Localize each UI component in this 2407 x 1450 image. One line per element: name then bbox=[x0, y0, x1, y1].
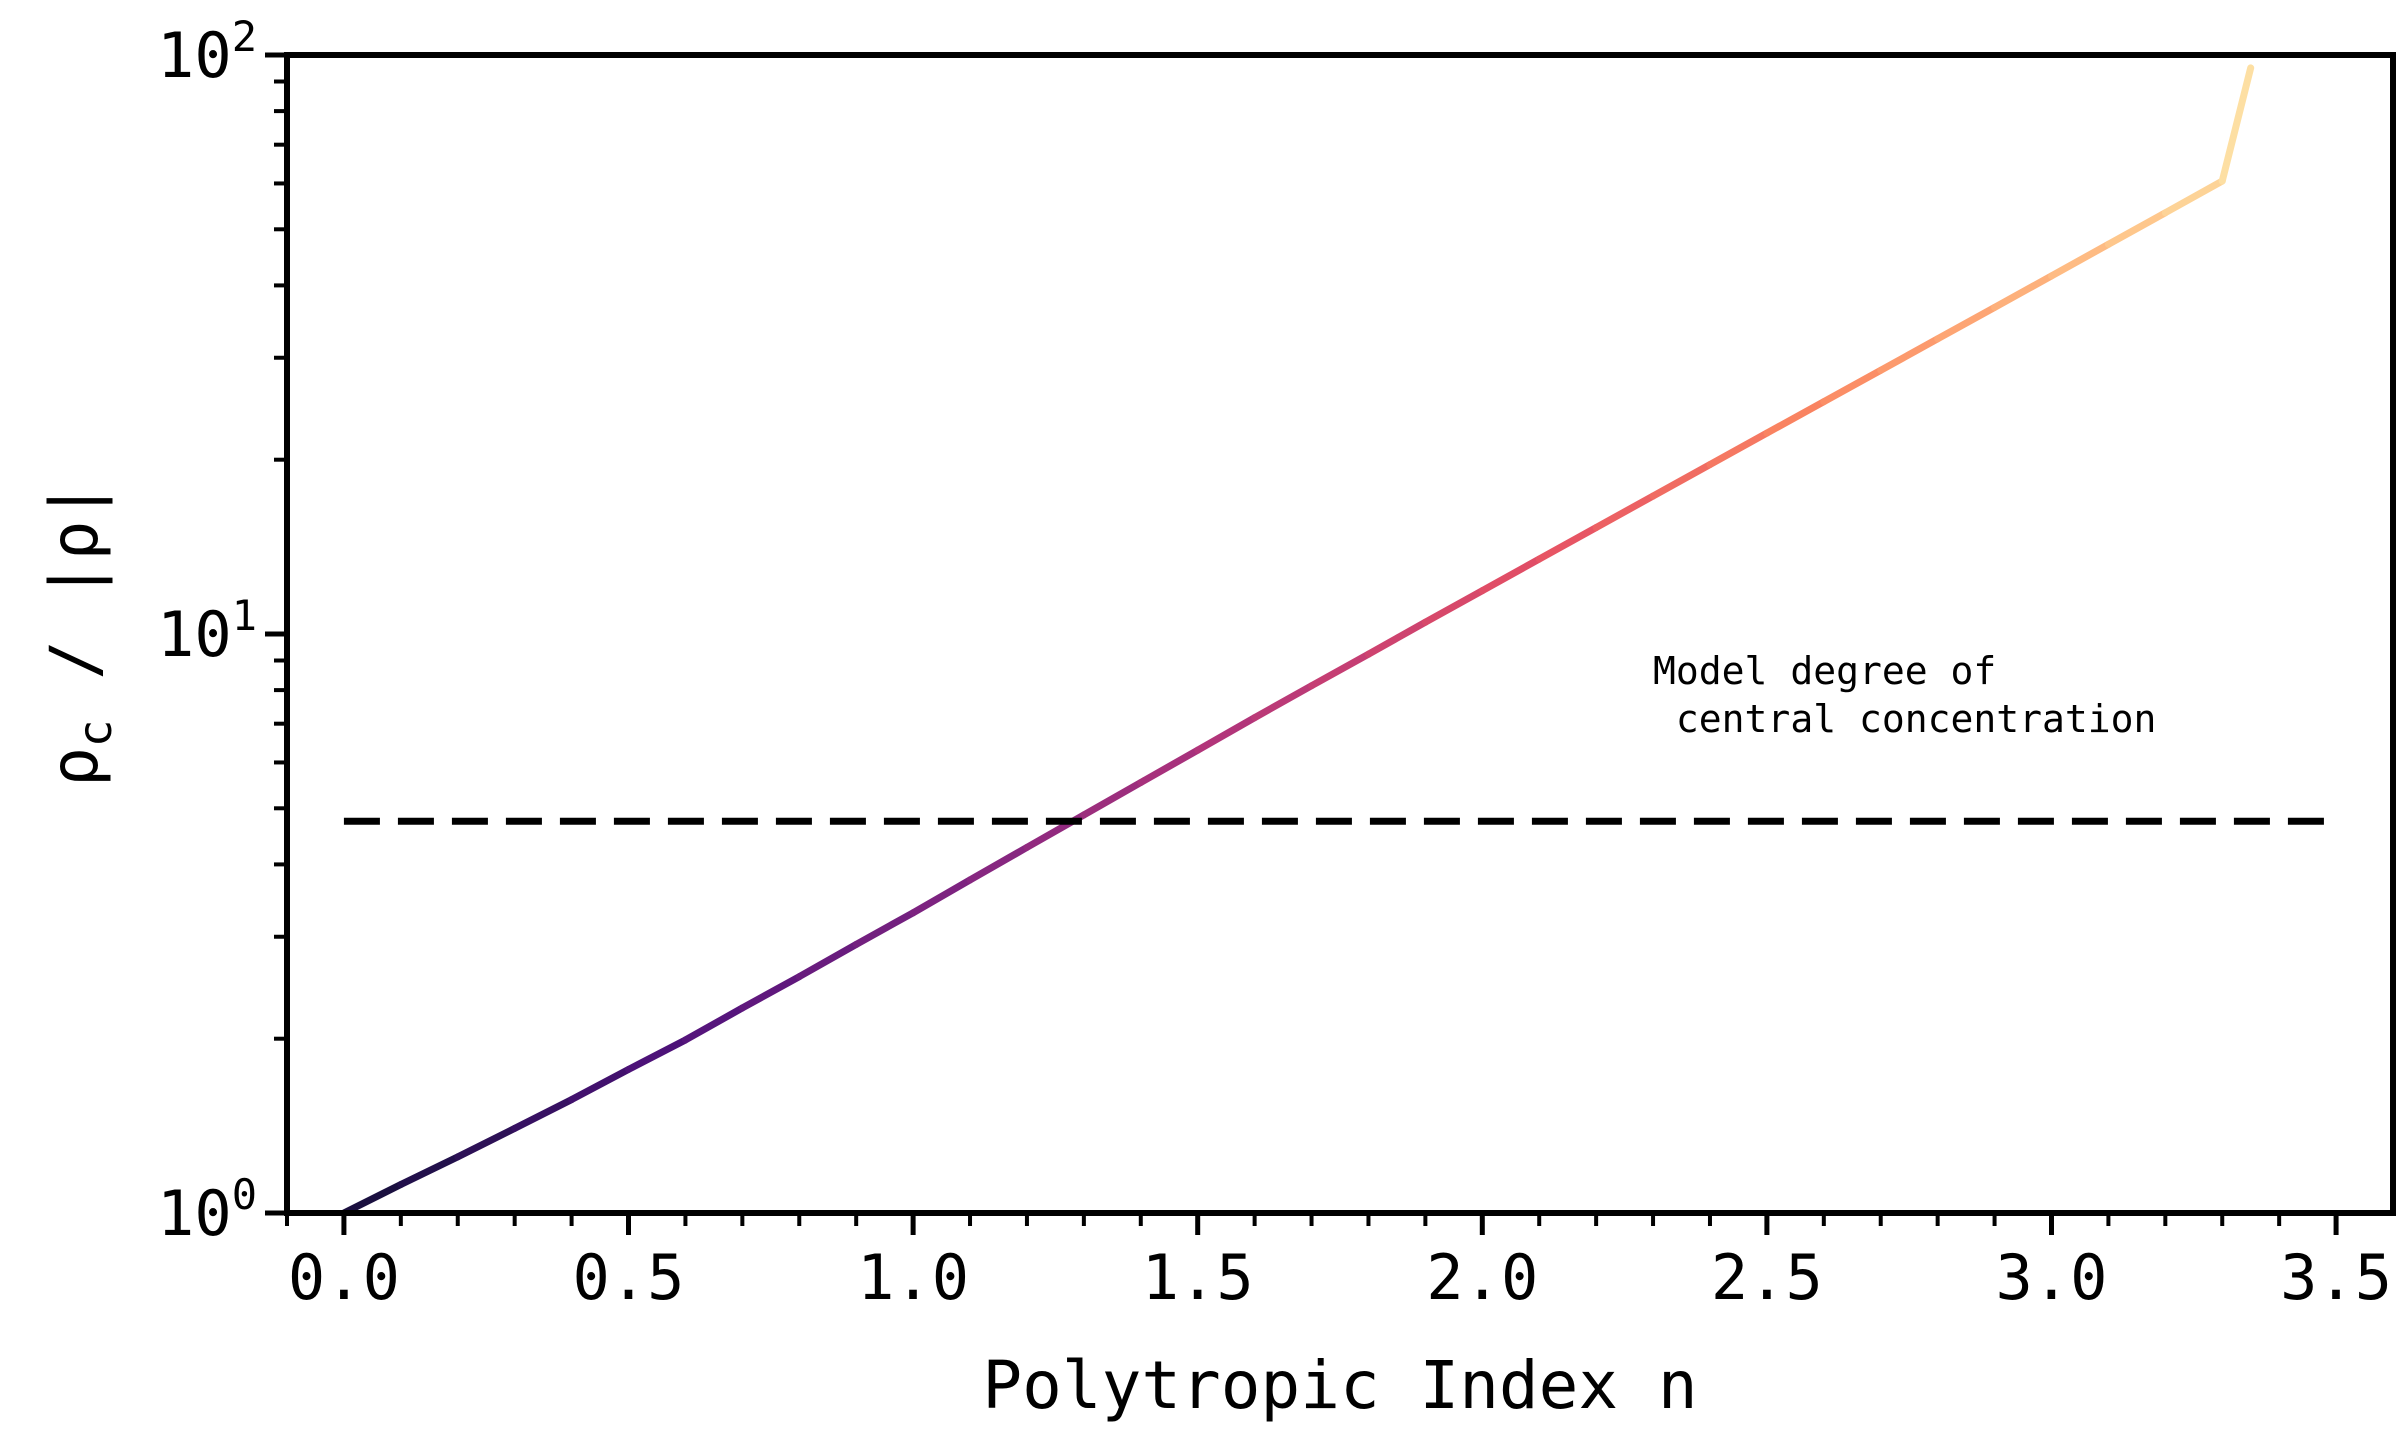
y-axis-label-subscript: c bbox=[68, 719, 122, 747]
x-tick-label: 1.0 bbox=[857, 1241, 969, 1314]
curve-segment bbox=[795, 940, 860, 981]
curve-segment bbox=[852, 909, 917, 948]
curve-segment bbox=[2161, 177, 2226, 217]
y-axis-label-rest: / |ρ| bbox=[36, 481, 113, 719]
curve-segment bbox=[1877, 335, 1942, 374]
curve-segment bbox=[1421, 587, 1486, 626]
annotation-line-2: central concentration bbox=[1653, 697, 2156, 741]
annotation-line-1: Model degree of bbox=[1653, 649, 1996, 693]
curve-segment bbox=[1535, 524, 1600, 563]
plot-frame bbox=[284, 52, 2396, 1216]
y-tick-label: 101 bbox=[157, 591, 257, 671]
x-tick-label: 2.5 bbox=[1711, 1241, 1823, 1314]
curve-segment bbox=[2047, 240, 2112, 280]
curve-segment bbox=[1478, 555, 1543, 595]
curve-segment bbox=[1820, 366, 1885, 406]
y-tick-label: 100 bbox=[157, 1170, 257, 1250]
curve-segment bbox=[511, 1096, 576, 1132]
curve-segment bbox=[1649, 461, 1714, 500]
curve-segment bbox=[397, 1153, 462, 1189]
y-tick-label: 102 bbox=[157, 12, 257, 92]
curve-segment bbox=[625, 1036, 689, 1073]
x-tick-label: 0.0 bbox=[288, 1241, 400, 1314]
curve-segment bbox=[909, 876, 974, 917]
ticks-layer: 0.0 0.5 1.0 1.5 2.0 2.5 3.0 3.5 100 101 102 bbox=[157, 12, 2392, 1314]
curve-segment bbox=[1991, 272, 2055, 311]
curve-segment bbox=[738, 973, 803, 1012]
curve-segment bbox=[1080, 779, 1145, 819]
curve-segment bbox=[340, 1181, 405, 1217]
curve-segment bbox=[1364, 618, 1429, 658]
curve-segment bbox=[1137, 746, 1202, 787]
curve-segment bbox=[1763, 398, 1828, 437]
curve-segment bbox=[966, 843, 1031, 884]
x-tick-label: 1.5 bbox=[1142, 1241, 1254, 1314]
curve-layer bbox=[340, 64, 2255, 1217]
y-axis-label: ρc / |ρ| bbox=[36, 481, 122, 787]
curve-segment bbox=[2218, 64, 2255, 185]
y-axis-label-rho: ρ bbox=[36, 747, 113, 787]
x-tick-label: 0.5 bbox=[573, 1241, 685, 1314]
curve-segment bbox=[681, 1004, 746, 1044]
curve-segment bbox=[454, 1124, 519, 1161]
curve-segment bbox=[1706, 429, 1771, 469]
x-axis-label: Polytropic Index n bbox=[982, 1347, 1697, 1424]
curve-segment bbox=[1934, 303, 1999, 343]
curve-segment bbox=[1308, 650, 1372, 690]
curve-segment bbox=[568, 1065, 633, 1104]
x-tick-label: 3.0 bbox=[1995, 1241, 2107, 1314]
x-tick-label: 3.5 bbox=[2280, 1241, 2392, 1314]
curve-segment bbox=[1194, 714, 1259, 754]
curve-segment bbox=[1251, 682, 1316, 722]
curve-segment bbox=[2104, 209, 2169, 248]
x-tick-label: 2.0 bbox=[1426, 1241, 1538, 1314]
curve-segment bbox=[1592, 492, 1657, 532]
